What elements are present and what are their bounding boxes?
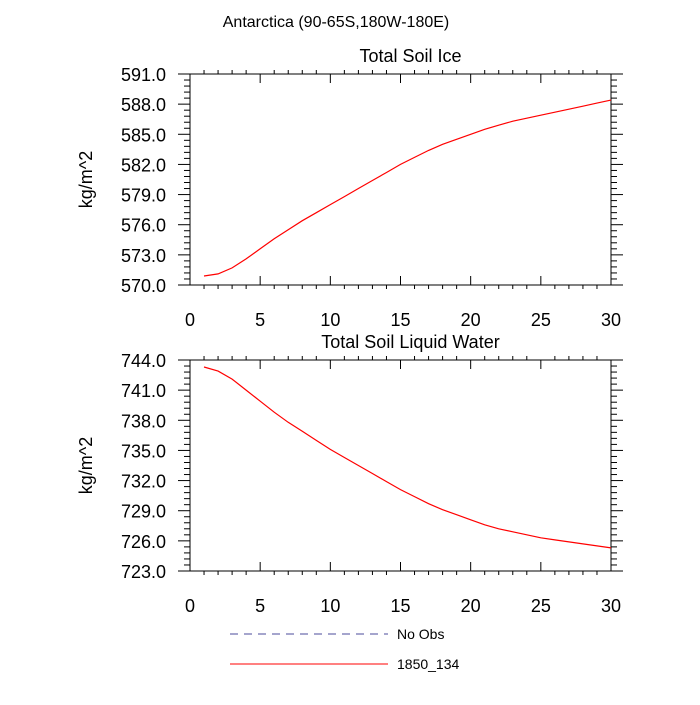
y-tick-label: 723.0	[121, 562, 166, 582]
y-axis-label: kg/m^2	[76, 437, 96, 494]
y-tick-label: 735.0	[121, 441, 166, 461]
chart-panel-1: Total Soil Ice kg/m^2 0 5 10 15 20 25 30 570.0 573…	[76, 46, 623, 330]
legend: No Obs 1850_134	[230, 626, 460, 672]
x-tick-label: 25	[531, 310, 551, 330]
region-title: Antarctica (90-65S,180W-180E)	[223, 14, 449, 31]
legend-item: 1850_134	[230, 656, 460, 672]
x-tick-label: 5	[255, 596, 265, 616]
x-tick-label: 30	[601, 596, 621, 616]
y-tick-label: 741.0	[121, 381, 166, 401]
legend-item: No Obs	[230, 626, 444, 642]
y-tick-label: 738.0	[121, 411, 166, 431]
y-tick-label: 744.0	[121, 351, 166, 371]
x-tick-label: 5	[255, 310, 265, 330]
y-tick-label: 585.0	[121, 125, 166, 145]
y-axis-label: kg/m^2	[76, 151, 96, 208]
x-tick-label: 0	[185, 596, 195, 616]
y-tick-label: 726.0	[121, 532, 166, 552]
x-tick-label: 20	[461, 310, 481, 330]
x-tick-label: 15	[390, 310, 410, 330]
x-tick-label: 25	[531, 596, 551, 616]
series-line-1850_134	[203, 99, 612, 277]
y-tick-label: 573.0	[121, 246, 166, 266]
x-tick-label: 20	[461, 596, 481, 616]
chart-panel-2: Total Soil Liquid Water kg/m^2 0 5 10 15 20 25 3…	[76, 332, 623, 616]
y-tick-label: 591.0	[121, 65, 166, 85]
x-tick-label: 0	[185, 310, 195, 330]
x-tick-label: 30	[601, 310, 621, 330]
x-tick-label: 10	[320, 310, 340, 330]
y-tick-label: 579.0	[121, 186, 166, 206]
legend-label: No Obs	[397, 626, 444, 642]
y-tick-label: 582.0	[121, 155, 166, 175]
y-tick-label: 732.0	[121, 472, 166, 492]
legend-label: 1850_134	[397, 656, 460, 672]
y-tick-label: 576.0	[121, 216, 166, 236]
x-tick-label: 10	[320, 596, 340, 616]
chart-title: Total Soil Ice	[359, 46, 461, 66]
y-tick-label: 729.0	[121, 502, 166, 522]
chart-title: Total Soil Liquid Water	[321, 332, 499, 352]
y-tick-label: 570.0	[121, 276, 166, 296]
y-tick-label: 588.0	[121, 95, 166, 115]
series-line-1850_134	[203, 366, 612, 549]
x-tick-label: 15	[390, 596, 410, 616]
